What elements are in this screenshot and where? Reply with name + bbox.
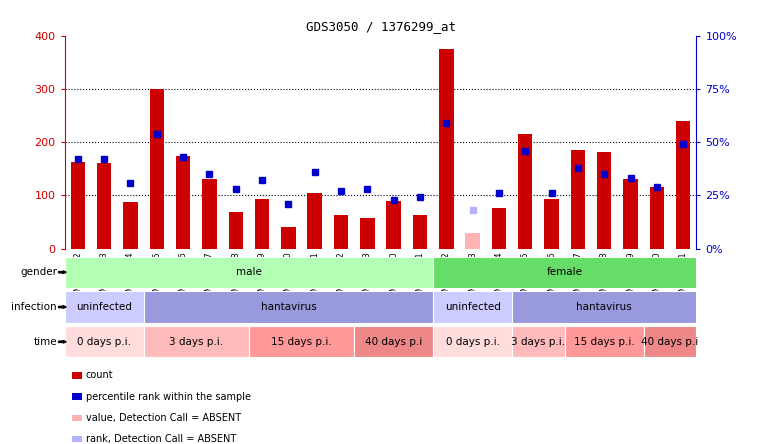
Bar [123, 202, 138, 249]
Text: count: count [86, 370, 113, 381]
Bar [144, 326, 249, 357]
Text: female: female [546, 267, 583, 277]
Text: time: time [33, 337, 57, 347]
Bar [97, 163, 111, 249]
Text: gender: gender [20, 267, 57, 277]
Bar [150, 89, 164, 249]
Bar [544, 199, 559, 249]
Bar [433, 257, 696, 288]
Bar [387, 201, 401, 249]
Bar [334, 215, 349, 249]
Text: 40 days p.i: 40 days p.i [365, 337, 422, 347]
Bar [565, 326, 644, 357]
Bar [466, 233, 480, 249]
Bar [71, 162, 85, 249]
Bar [65, 291, 144, 323]
Bar [644, 326, 696, 357]
Bar [623, 179, 638, 249]
Bar [65, 257, 433, 288]
Text: GDS3050 / 1376299_at: GDS3050 / 1376299_at [305, 20, 456, 33]
Bar [650, 187, 664, 249]
Text: uninfected: uninfected [444, 302, 501, 312]
Text: 15 days p.i.: 15 days p.i. [574, 337, 635, 347]
Bar [433, 291, 512, 323]
Bar [439, 49, 454, 249]
Text: uninfected: uninfected [76, 302, 132, 312]
Bar [255, 199, 269, 249]
Bar [307, 193, 322, 249]
Text: 3 days p.i.: 3 days p.i. [169, 337, 223, 347]
Bar [144, 291, 433, 323]
Text: 0 days p.i.: 0 days p.i. [446, 337, 500, 347]
Bar [518, 134, 533, 249]
Text: hantavirus: hantavirus [576, 302, 632, 312]
Bar [65, 326, 144, 357]
Text: value, Detection Call = ABSENT: value, Detection Call = ABSENT [86, 412, 241, 423]
Bar [202, 179, 217, 249]
Bar [433, 326, 512, 357]
Text: percentile rank within the sample: percentile rank within the sample [86, 392, 251, 401]
Text: 15 days p.i.: 15 days p.i. [271, 337, 332, 347]
Bar [360, 218, 374, 249]
Bar [281, 227, 295, 249]
Bar [676, 121, 690, 249]
Text: rank, Detection Call = ABSENT: rank, Detection Call = ABSENT [86, 434, 236, 444]
Bar [512, 326, 565, 357]
Bar [249, 326, 354, 357]
Text: 0 days p.i.: 0 days p.i. [77, 337, 131, 347]
Bar [354, 326, 433, 357]
Bar [228, 212, 243, 249]
Bar [176, 156, 190, 249]
Text: hantavirus: hantavirus [260, 302, 317, 312]
Bar [492, 208, 506, 249]
Text: 3 days p.i.: 3 days p.i. [511, 337, 565, 347]
Bar [597, 152, 611, 249]
Text: 40 days p.i: 40 days p.i [642, 337, 699, 347]
Text: infection: infection [11, 302, 57, 312]
Bar [571, 150, 585, 249]
Bar [412, 215, 427, 249]
Bar [512, 291, 696, 323]
Text: male: male [236, 267, 262, 277]
